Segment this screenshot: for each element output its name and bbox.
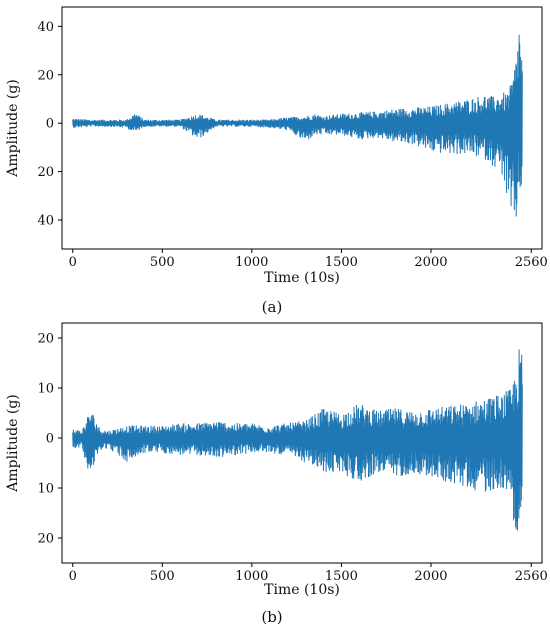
y-axis-b: 20 10 0 10 20	[37, 332, 62, 547]
x-tick-label: 2560	[515, 255, 548, 270]
panel-a: 0 500 1000 1500 2000 2560 40 20 0 20 40 Time (10s…	[5, 6, 548, 316]
x-tick-label: 2000	[414, 569, 447, 584]
y-axis-title-a: Amplitude (g)	[5, 79, 21, 178]
y-axis-a: 40 20 0 20 40	[37, 20, 62, 228]
x-axis-title-b: Time (10s)	[264, 582, 340, 598]
y-tick-label: 20	[37, 165, 54, 180]
x-axis-b: 0 500 1000 1500 2000 2560	[69, 563, 548, 584]
x-tick-label: 0	[69, 255, 77, 270]
y-tick-label: 20	[37, 68, 54, 83]
x-tick-label: 2000	[414, 255, 447, 270]
x-tick-label: 1500	[325, 255, 358, 270]
caption-b: (b)	[261, 608, 282, 626]
x-axis-title-a: Time (10s)	[264, 270, 340, 286]
x-tick-label: 2560	[515, 569, 548, 584]
x-tick-label: 500	[150, 569, 175, 584]
signal-line	[72, 349, 523, 531]
panel-b: 0 500 1000 1500 2000 2560 20 10 0 10 20 Time (10s…	[5, 322, 548, 626]
y-tick-label: 0	[46, 117, 54, 132]
y-tick-label: 20	[37, 532, 54, 547]
y-tick-label: 10	[37, 382, 54, 397]
y-axis-title-b: Amplitude (g)	[5, 394, 21, 493]
signal-line	[72, 34, 523, 217]
y-tick-label: 0	[46, 432, 54, 447]
x-tick-label: 1000	[235, 569, 268, 584]
y-tick-label: 40	[37, 20, 54, 35]
series-b	[72, 349, 523, 531]
x-tick-label: 0	[69, 569, 77, 584]
y-tick-label: 10	[37, 482, 54, 497]
series-a	[72, 34, 523, 217]
x-tick-label: 500	[150, 255, 175, 270]
caption-a: (a)	[262, 298, 283, 316]
y-tick-label: 40	[37, 213, 54, 228]
y-tick-label: 20	[37, 332, 54, 347]
x-tick-label: 1000	[235, 255, 268, 270]
x-axis-a: 0 500 1000 1500 2000 2560	[69, 249, 548, 270]
x-tick-label: 1500	[325, 569, 358, 584]
